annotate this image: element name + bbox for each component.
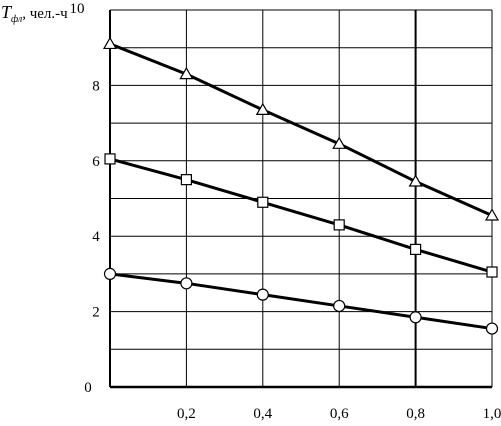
x-tick-label: 0,4 — [253, 406, 272, 422]
point-triangle — [332, 136, 347, 149]
point-square — [486, 266, 498, 278]
y-tick-label: 0 — [84, 380, 92, 396]
series-line-square — [109, 157, 493, 274]
series-line-triangle — [109, 42, 493, 217]
point-triangle — [408, 174, 423, 187]
point-circle — [485, 322, 499, 335]
x-tick-label: 0,6 — [330, 406, 349, 422]
point-circle — [256, 288, 269, 301]
y-axis-units: , чел.-ч — [22, 6, 68, 22]
y-tick-label: 2 — [92, 305, 100, 321]
x-tick-label: 1,0 — [483, 406, 501, 422]
point-square — [257, 196, 269, 208]
point-circle — [103, 267, 117, 280]
series-group — [102, 36, 500, 335]
y-tick-label: 10 — [70, 1, 85, 17]
svg-text:Tфл, чел.-ч: Tфл, чел.-ч — [1, 2, 68, 25]
series-line-circle — [109, 272, 493, 331]
y-tick-label: 8 — [92, 78, 100, 94]
y-tick-label: 6 — [92, 154, 100, 170]
y-axis-label: Tфл, чел.-ч — [1, 2, 68, 25]
point-square — [180, 174, 192, 186]
tick-labels: 0 2 4 6 8 10 0,2 0,4 0,6 0,8 1,0 — [70, 1, 501, 422]
axes — [109, 9, 493, 389]
point-circle — [180, 277, 193, 290]
point-square — [410, 243, 422, 255]
x-tick-label: 0,2 — [177, 406, 196, 422]
y-axis-symbol: T — [1, 2, 13, 22]
point-square — [333, 219, 345, 231]
grid — [110, 10, 492, 387]
point-circle — [409, 311, 422, 324]
point-triangle — [255, 102, 270, 116]
y-tick-label: 4 — [92, 229, 100, 245]
x-tick-label: 0,8 — [406, 406, 425, 422]
point-triangle — [179, 66, 194, 80]
point-triangle — [102, 36, 118, 50]
y-axis-subscript: фл — [11, 14, 23, 25]
point-triangle — [484, 208, 500, 221]
point-square — [104, 153, 116, 165]
point-circle — [333, 299, 346, 313]
